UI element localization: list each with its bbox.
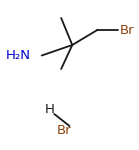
Text: Br: Br: [120, 24, 134, 36]
Text: H: H: [45, 103, 55, 116]
Text: Br: Br: [57, 124, 71, 137]
Text: H₂N: H₂N: [6, 49, 31, 62]
